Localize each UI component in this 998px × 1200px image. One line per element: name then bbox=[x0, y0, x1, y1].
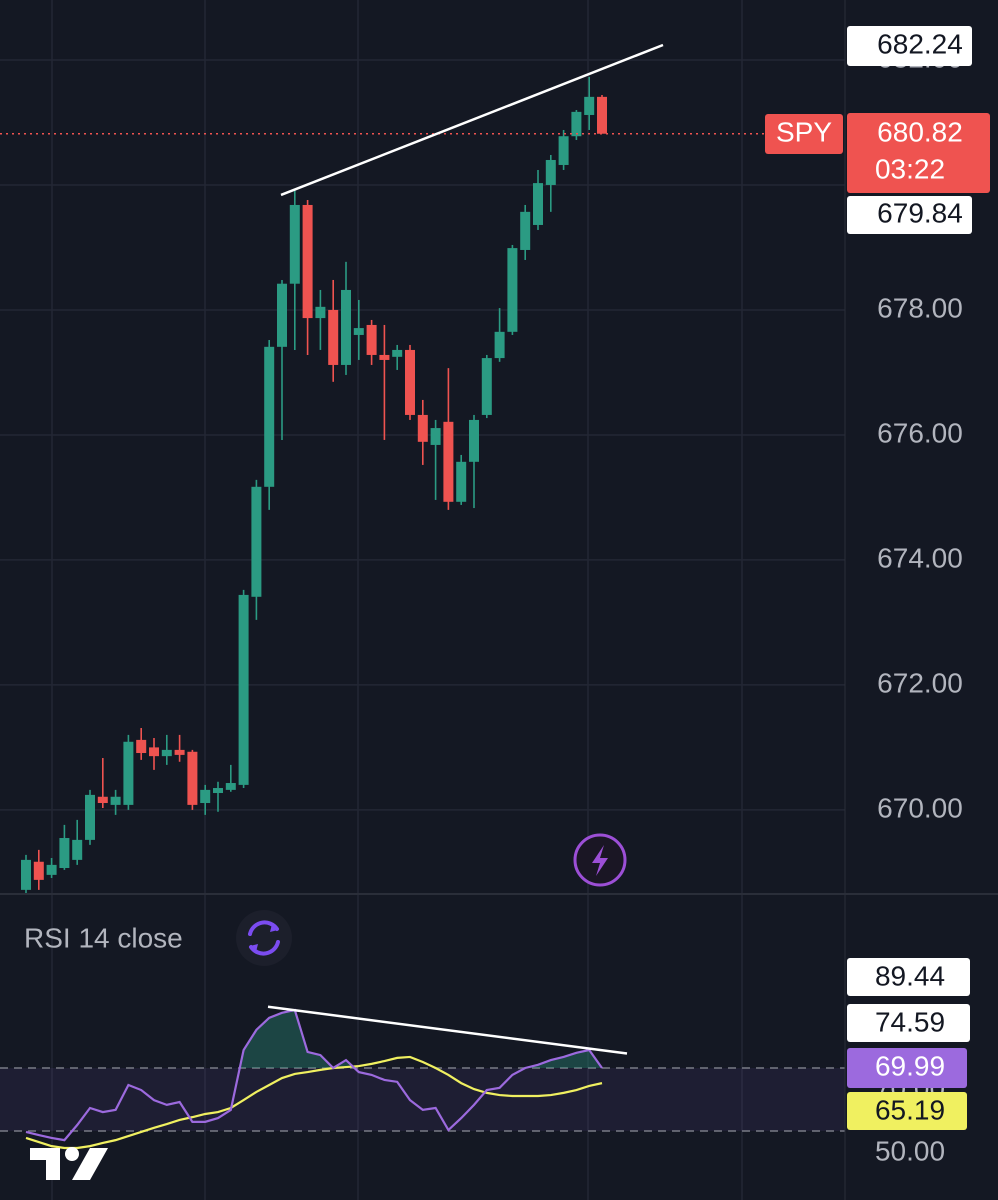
label-box bbox=[847, 196, 972, 234]
candle-body bbox=[302, 204, 313, 319]
candle-body bbox=[597, 96, 607, 134]
candle-body bbox=[136, 739, 147, 754]
candle-body bbox=[584, 96, 595, 115]
icon-heads bbox=[250, 924, 278, 952]
series-line bbox=[25, 1008, 603, 1142]
y-tick-label: 676.00 bbox=[877, 417, 963, 448]
trendline-end-label: 682.24 bbox=[877, 28, 963, 59]
candle-body bbox=[353, 328, 364, 335]
candle-body bbox=[315, 306, 326, 319]
candle-body bbox=[174, 749, 185, 755]
indicator-title: RSI 14 close bbox=[24, 922, 183, 953]
y-tick-label: 672.00 bbox=[877, 667, 963, 698]
candle-body bbox=[494, 331, 505, 359]
candle-body bbox=[443, 421, 454, 502]
rsi-ma-label: 65.19 bbox=[875, 1094, 945, 1125]
candle-body bbox=[225, 783, 236, 790]
icon-arrows bbox=[248, 920, 280, 956]
candle-body bbox=[545, 159, 556, 185]
candle-body bbox=[123, 741, 134, 805]
y-tick-label: 50.00 bbox=[875, 1135, 945, 1166]
candle-body bbox=[392, 349, 403, 357]
candle-body bbox=[456, 461, 467, 502]
candle-body bbox=[533, 183, 543, 225]
label-box bbox=[847, 26, 972, 66]
candle-body bbox=[149, 747, 159, 757]
logo[interactable] bbox=[30, 1147, 108, 1180]
candle-body bbox=[110, 796, 121, 805]
symbol-box bbox=[765, 114, 843, 154]
lightning-button[interactable] bbox=[573, 833, 627, 887]
candle-body bbox=[72, 839, 83, 860]
last-price-box bbox=[847, 113, 990, 193]
candle-body bbox=[251, 486, 262, 597]
candle-body bbox=[238, 594, 249, 785]
y-tick-label: 678.00 bbox=[877, 292, 963, 323]
trendline bbox=[267, 1005, 628, 1055]
trendline bbox=[280, 43, 664, 197]
candle-body bbox=[520, 211, 531, 250]
candle-body bbox=[289, 204, 300, 284]
symbol-label: SPY bbox=[776, 116, 832, 147]
last-price-label: 680.82 bbox=[877, 116, 963, 147]
overbought-fill bbox=[26, 1010, 602, 1068]
plot bbox=[0, 43, 845, 1150]
candle-body bbox=[264, 346, 275, 487]
candle-body bbox=[33, 861, 44, 880]
candle-body bbox=[366, 324, 377, 355]
rsi-value-label: 69.99 bbox=[875, 1050, 945, 1081]
candle-body bbox=[481, 358, 492, 415]
y-tick-label: 674.00 bbox=[877, 542, 963, 573]
candle-body bbox=[430, 428, 441, 445]
candle-body bbox=[277, 283, 287, 347]
candle-body bbox=[571, 111, 582, 137]
refresh-icon[interactable] bbox=[236, 910, 292, 966]
candle-body bbox=[405, 349, 415, 415]
rsi-trendline-end-label: 74.59 bbox=[875, 1006, 945, 1037]
candle-body bbox=[85, 794, 95, 840]
candle-body bbox=[46, 864, 57, 875]
label-box bbox=[847, 958, 970, 996]
lightning-bolt bbox=[592, 845, 608, 876]
candle-body bbox=[213, 788, 223, 794]
icon-bg bbox=[236, 910, 292, 966]
candle-body bbox=[97, 796, 108, 804]
candle-body bbox=[59, 838, 70, 869]
candle-body bbox=[328, 309, 339, 365]
series-line bbox=[25, 1055, 603, 1150]
label-box bbox=[847, 1004, 970, 1042]
y-tick-label: 670.00 bbox=[877, 792, 963, 823]
candle-body bbox=[507, 248, 518, 332]
candle-body bbox=[21, 859, 31, 890]
logo-part bbox=[72, 1148, 108, 1180]
candle-body bbox=[558, 136, 569, 165]
candle-body bbox=[187, 751, 198, 805]
rsi-value-box bbox=[847, 1048, 967, 1088]
candle-body bbox=[200, 789, 211, 804]
logo-part bbox=[65, 1147, 79, 1161]
candle-body bbox=[161, 749, 172, 757]
rsi-ma-box bbox=[847, 1092, 967, 1130]
candle-body bbox=[417, 414, 428, 442]
candle-body bbox=[341, 289, 351, 365]
trendline-start-label: 679.84 bbox=[877, 197, 963, 228]
candle-body bbox=[469, 419, 479, 462]
logo-part bbox=[30, 1148, 60, 1180]
rsi-trendline-start-label: 89.44 bbox=[875, 960, 945, 991]
countdown-label: 03:22 bbox=[875, 153, 945, 184]
vertical-grid bbox=[51, 0, 743, 1200]
candle-body bbox=[379, 354, 390, 360]
rsi-band bbox=[0, 1067, 845, 1131]
